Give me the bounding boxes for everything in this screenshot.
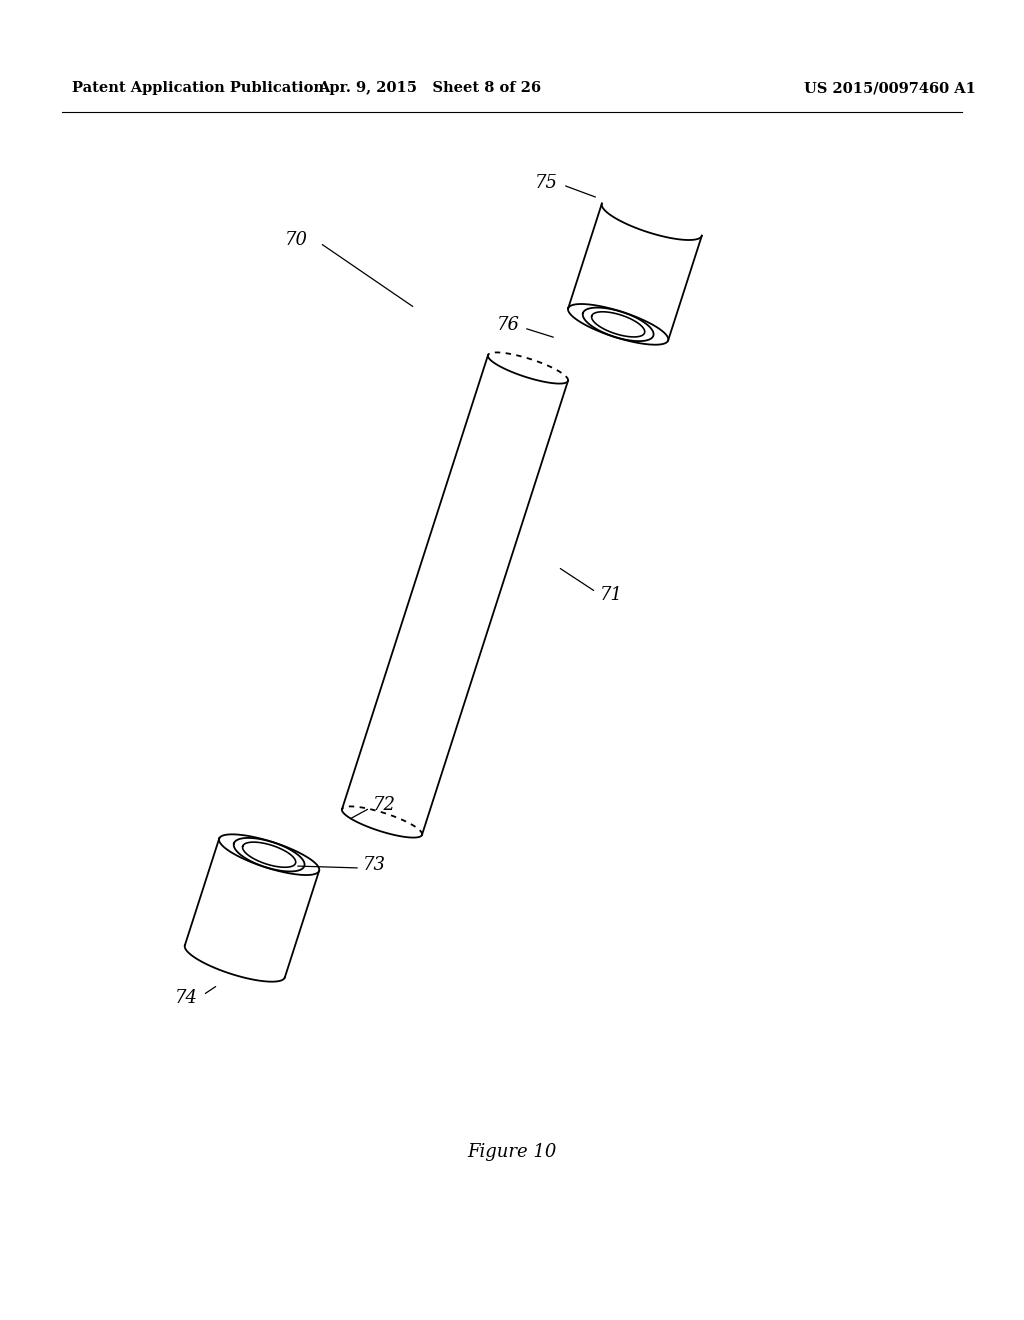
Text: Apr. 9, 2015   Sheet 8 of 26: Apr. 9, 2015 Sheet 8 of 26 [318, 81, 542, 95]
Text: 75: 75 [535, 174, 558, 191]
Text: 73: 73 [362, 855, 386, 874]
Text: 74: 74 [175, 989, 198, 1007]
Text: 76: 76 [497, 315, 520, 334]
Text: 71: 71 [600, 586, 623, 605]
Text: Patent Application Publication: Patent Application Publication [72, 81, 324, 95]
Text: 70: 70 [285, 231, 308, 249]
Text: 72: 72 [373, 796, 396, 814]
Text: US 2015/0097460 A1: US 2015/0097460 A1 [804, 81, 976, 95]
Text: Figure 10: Figure 10 [467, 1143, 557, 1162]
